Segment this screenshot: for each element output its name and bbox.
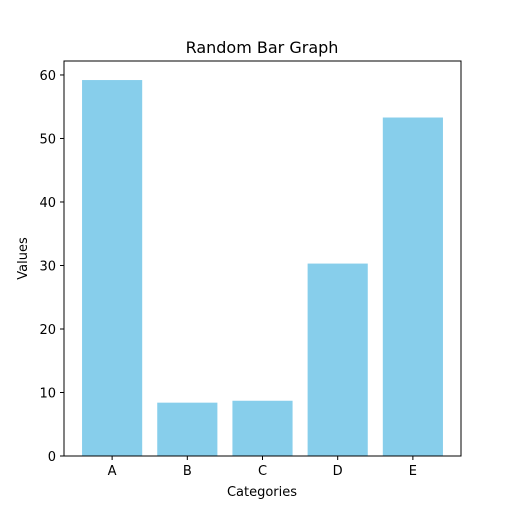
plot-area: A B C D E 0 10 20 30 40 50 60 xyxy=(39,69,443,479)
plot-frame xyxy=(63,60,462,457)
y-axis-label: Values xyxy=(16,237,31,280)
y-tick-label: 60 xyxy=(39,69,56,84)
y-tick-label: 20 xyxy=(39,323,56,338)
bar-A xyxy=(82,80,143,456)
bar-E xyxy=(382,117,443,457)
bar-D xyxy=(307,263,368,456)
x-tick-label: E xyxy=(409,464,417,479)
chart-title: Random Bar Graph xyxy=(186,38,339,57)
x-tick-label: B xyxy=(183,464,192,479)
y-tick-label: 40 xyxy=(39,196,56,211)
y-tick-label: 0 xyxy=(48,450,56,465)
bar-B xyxy=(157,402,218,456)
bar-C xyxy=(232,400,293,456)
x-tick-label: D xyxy=(333,464,343,479)
y-tick-label: 30 xyxy=(39,259,56,274)
y-tick-label: 10 xyxy=(39,386,56,401)
x-axis-label: Categories xyxy=(227,485,297,500)
y-tick-label: 50 xyxy=(39,132,56,147)
x-tick-label: C xyxy=(258,464,267,479)
x-tick-label: A xyxy=(108,464,117,479)
